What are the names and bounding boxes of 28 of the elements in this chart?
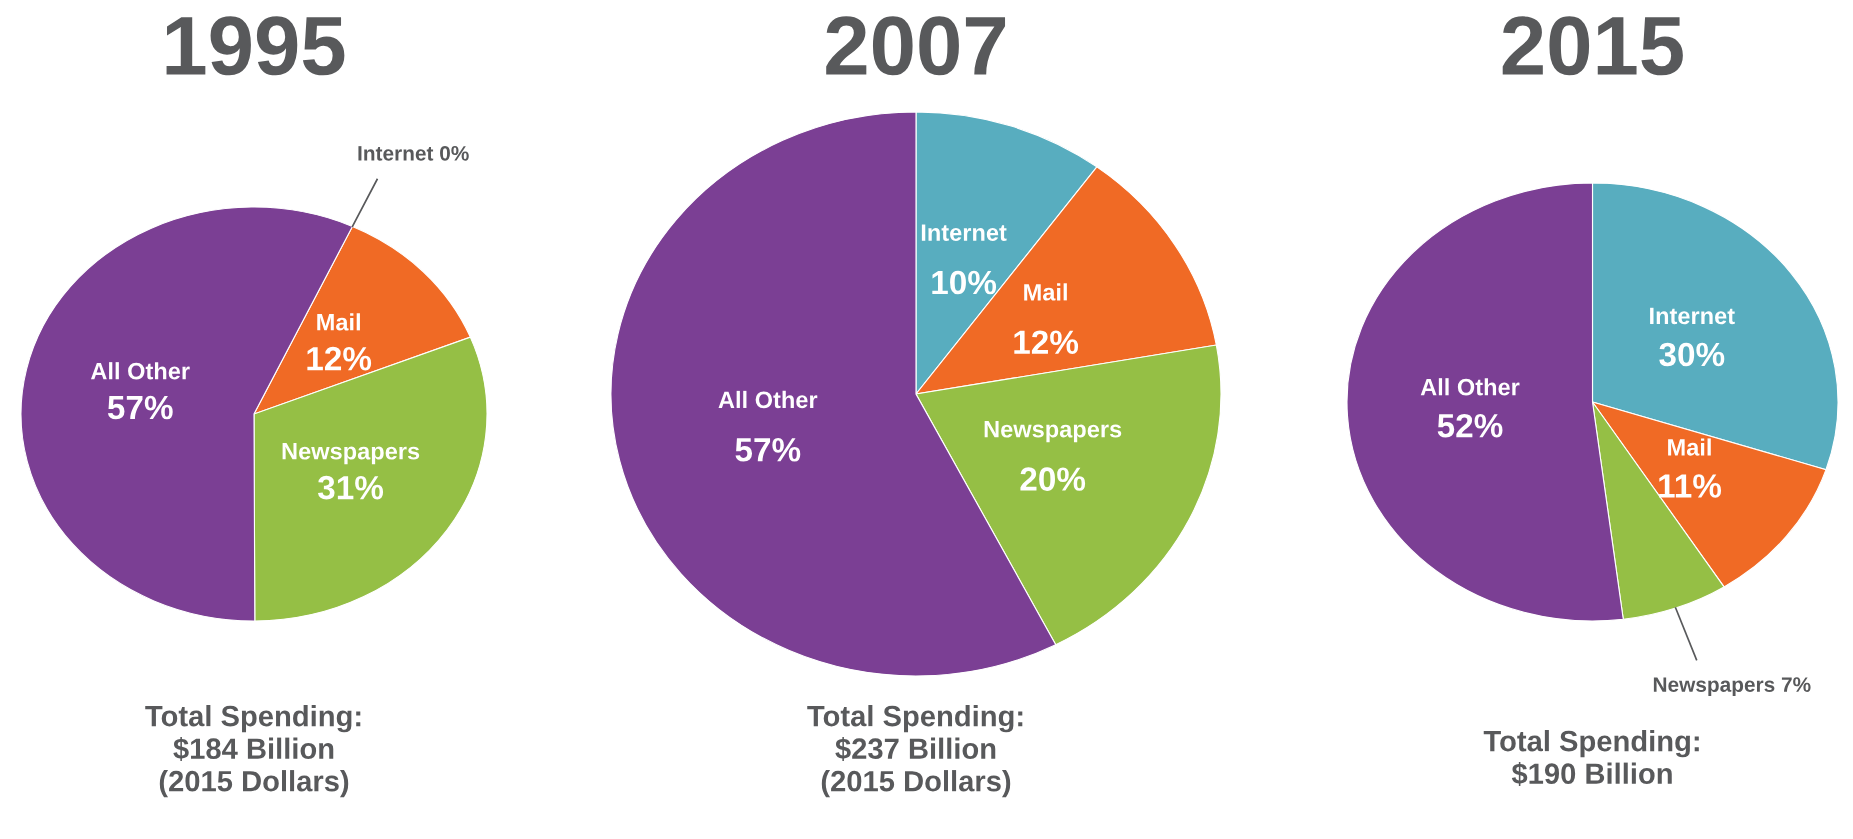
slice-label: All Other xyxy=(1420,378,1520,396)
slice-label: Mail xyxy=(1024,283,1067,301)
chart-title: 2015 xyxy=(1502,16,1683,76)
data-label: 12% xyxy=(1014,330,1079,354)
data-label: 57% xyxy=(107,395,173,420)
text: Total Spending: $190 Billion xyxy=(1483,730,1699,786)
data-label: 30% xyxy=(1659,342,1725,367)
data-label: 12% xyxy=(307,346,372,371)
data-label: 57% xyxy=(735,438,801,462)
slice-label: Mail xyxy=(1668,438,1711,456)
data-label: 31% xyxy=(317,475,384,500)
slice-label: Internet xyxy=(921,224,1007,241)
slice-label: All Other xyxy=(90,362,190,380)
slice-label: Newspapers 7% xyxy=(1653,677,1811,697)
slice-label: Newspapers xyxy=(984,421,1122,443)
data-label: 52% xyxy=(1437,413,1503,438)
slice-label: All Other xyxy=(718,390,818,409)
chart-title: 1995 xyxy=(166,16,345,76)
slice-label: Internet xyxy=(1650,307,1735,325)
text: Total Spending: $184 Billion (2015 Dollars) xyxy=(145,705,361,798)
slice-label: Mail xyxy=(317,313,360,331)
text: Total Spending: $237 Billion (2015 Dollars) xyxy=(807,705,1023,798)
data-label: 20% xyxy=(1020,467,1086,491)
data-label: 11% xyxy=(1659,474,1722,498)
data-label: 10% xyxy=(932,270,997,295)
category-label: Internet 0% xyxy=(358,145,469,161)
chart-title: 2007 xyxy=(826,16,1006,76)
slice-label: Newspapers xyxy=(282,443,420,465)
